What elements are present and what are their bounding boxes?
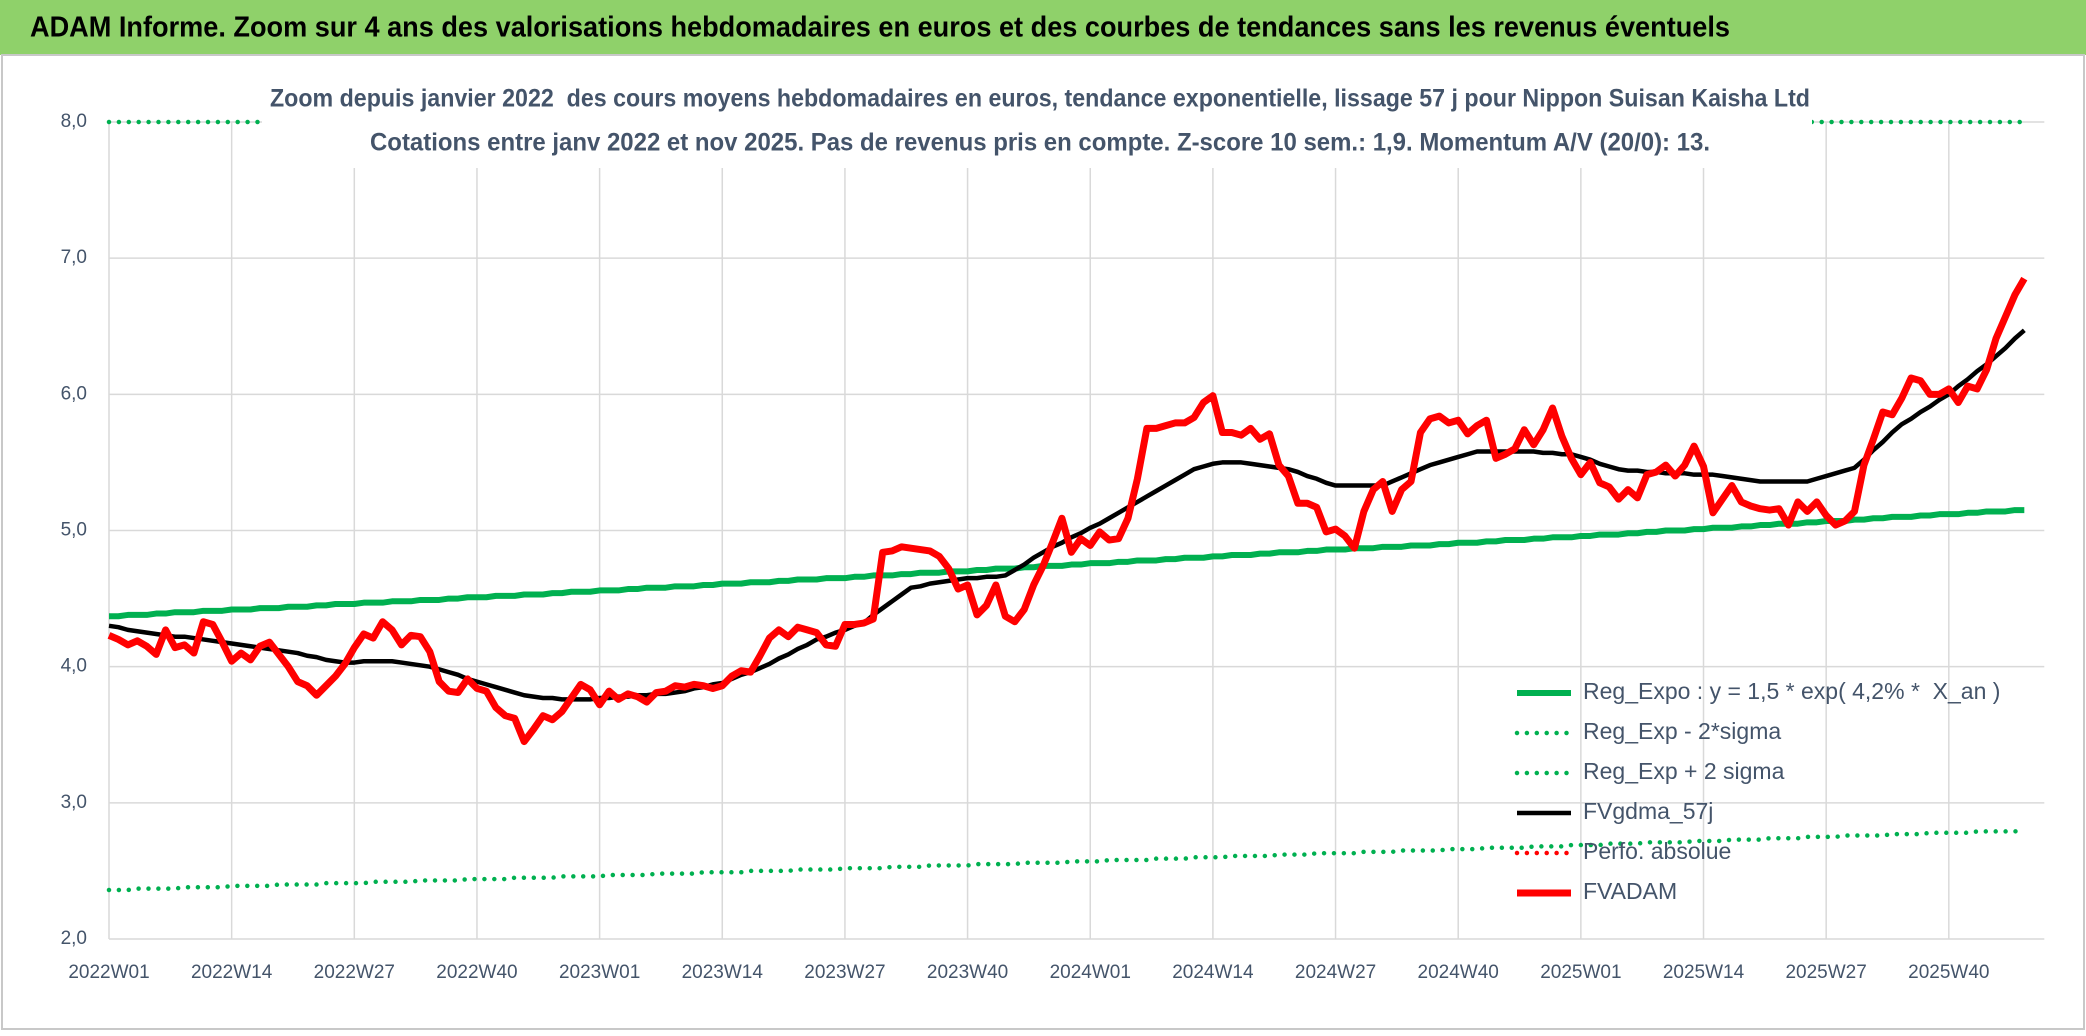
x-tick-label: 2023W01 <box>559 962 640 983</box>
chart-title: Zoom depuis janvier 2022 des cours moyen… <box>270 85 1810 113</box>
legend-label: FVgdma_57j <box>1583 798 1713 824</box>
x-tick-label: 2023W40 <box>927 962 1008 983</box>
x-tick-label: 2022W40 <box>436 962 517 983</box>
x-tick-label: 2025W27 <box>1785 962 1866 983</box>
header-title: ADAM Informe. Zoom sur 4 ans des valoris… <box>30 12 1730 44</box>
axes: 2,0 3,0 4,0 5,0 6,0 7,0 8,0 2022W01 2022W14 2022W… <box>61 111 1990 983</box>
chart-frame <box>1 54 2085 1030</box>
x-tick-label: 2024W14 <box>1172 962 1254 983</box>
chart-subtitle: Cotations entre janv 2022 et nov 2025. P… <box>370 129 1710 157</box>
x-tick-label: 2024W01 <box>1050 962 1131 983</box>
y-tick-label: 4,0 <box>61 656 87 677</box>
x-tick-label: 2025W40 <box>1908 962 1989 983</box>
series-line <box>109 507 2025 620</box>
header-bar <box>0 0 2086 55</box>
x-tick-label: 2024W40 <box>1418 962 1499 983</box>
x-tick-label: 2025W14 <box>1663 962 1745 983</box>
subtitle-box <box>262 78 1812 168</box>
x-tick-label: 2023W14 <box>682 962 764 983</box>
y-tick-label: 7,0 <box>61 247 87 268</box>
x-tick-label: 2022W14 <box>191 962 273 983</box>
legend-label: Perfo. absolue <box>1583 838 1731 864</box>
legend-label: Reg_Exp + 2 sigma <box>1583 758 1785 784</box>
x-tick-label: 2025W01 <box>1540 962 1621 983</box>
legend-label: Reg_Expo : y = 1,5 * exp( 4,2% * X_an ) <box>1583 678 2000 704</box>
legend-label: Reg_Exp - 2*sigma <box>1583 718 1781 744</box>
x-tick-label: 2024W27 <box>1295 962 1376 983</box>
y-tick-label: 8,0 <box>61 111 87 132</box>
x-tick-label: 2022W01 <box>68 962 149 983</box>
x-tick-label: 2022W27 <box>314 962 395 983</box>
x-tick-label: 2023W27 <box>804 962 885 983</box>
y-tick-label: 3,0 <box>61 792 87 813</box>
y-tick-label: 5,0 <box>61 520 87 541</box>
y-tick-label: 2,0 <box>61 928 87 949</box>
series-line <box>107 276 2028 746</box>
legend-label: FVADAM <box>1583 878 1677 904</box>
legend: Reg_Expo : y = 1,5 * exp( 4,2% * X_an ) R… <box>1514 678 2000 904</box>
series-line <box>106 827 2027 893</box>
y-tick-label: 6,0 <box>61 383 87 404</box>
